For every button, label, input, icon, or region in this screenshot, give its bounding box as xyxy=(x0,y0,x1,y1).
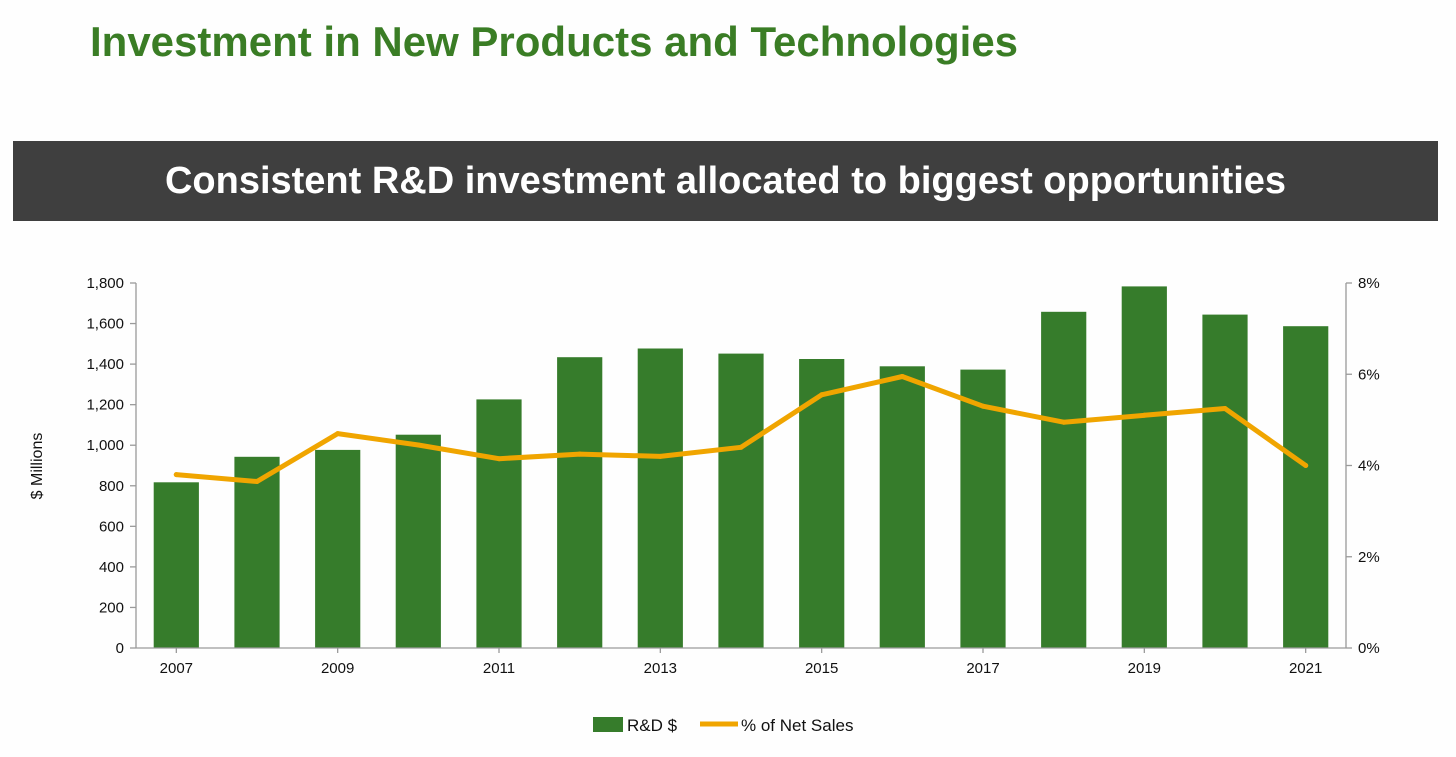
line-point-2014 xyxy=(738,444,744,450)
bar-2019 xyxy=(1121,286,1167,648)
x-tick-label: 2011 xyxy=(483,660,515,677)
line-point-2008 xyxy=(254,479,260,484)
line-point-2011 xyxy=(496,456,502,462)
x-tick-label: 2019 xyxy=(1128,660,1161,677)
bar-2011 xyxy=(476,399,522,648)
y2-tick-label: 4% xyxy=(1358,458,1380,475)
bars-group xyxy=(153,286,1329,648)
line-point-2010 xyxy=(415,442,421,448)
line-point-2020 xyxy=(1222,406,1228,411)
y-tick-label: 400 xyxy=(99,559,124,576)
line-point-2018 xyxy=(1061,419,1067,425)
line-point-2017 xyxy=(980,403,986,409)
y-axis-title: $ Millions xyxy=(29,433,46,500)
x-tick-label: 2013 xyxy=(644,660,677,677)
bar-2009 xyxy=(315,449,361,648)
banner-text: Consistent R&D investment allocated to b… xyxy=(164,159,1287,202)
bar-2008 xyxy=(234,456,280,648)
legend-label-pct: % of Net Sales xyxy=(741,716,853,735)
line-point-2016 xyxy=(899,374,905,379)
bar-2012 xyxy=(557,357,603,648)
bar-2013 xyxy=(637,348,683,648)
x-tick-label: 2017 xyxy=(966,660,999,677)
bar-2021 xyxy=(1283,326,1329,648)
y2-ticks-group: 0% 2% 4% 6% 8% xyxy=(1346,275,1380,657)
y-tick-label: 1,600 xyxy=(86,316,124,333)
y-tick-label: 1,200 xyxy=(86,397,124,414)
line-points xyxy=(173,374,1309,484)
y-tick-label: 1,800 xyxy=(86,275,124,292)
y2-tick-label: 6% xyxy=(1358,366,1380,383)
x-tick-label: 2015 xyxy=(805,660,838,677)
y2-tick-label: 0% xyxy=(1358,640,1380,657)
bar-2018 xyxy=(1041,311,1087,648)
y-tick-label: 800 xyxy=(99,478,124,495)
y-tick-label: 600 xyxy=(99,518,124,535)
subtitle-banner: Consistent R&D investment allocated to b… xyxy=(13,141,1438,221)
x-tick-label: 2007 xyxy=(160,660,193,677)
bar-2014 xyxy=(718,353,764,648)
y2-tick-label: 2% xyxy=(1358,549,1380,566)
line-point-2015 xyxy=(819,392,825,398)
line-point-2007 xyxy=(173,472,179,478)
legend-swatch-bar xyxy=(593,717,623,732)
line-point-2021 xyxy=(1303,463,1309,468)
y-ticks-group: 0 200 400 600 800 1,000 1,200 1,400 1,600 1,800 xyxy=(86,275,136,657)
line-point-2013 xyxy=(657,453,663,459)
x-ticks-group: 2007 2009 2011 2013 2015 2017 2019 2021 xyxy=(160,648,1322,677)
legend-label-rd: R&D $ xyxy=(627,716,678,735)
bar-2017 xyxy=(960,369,1006,648)
bar-2016 xyxy=(879,366,925,648)
y-tick-label: 1,400 xyxy=(86,356,124,373)
x-tick-label: 2021 xyxy=(1289,660,1322,677)
y2-tick-label: 8% xyxy=(1358,275,1380,292)
y-tick-label: 1,000 xyxy=(86,437,124,454)
page-title: Investment in New Products and Technolog… xyxy=(90,18,1019,65)
line-point-2009 xyxy=(335,431,341,437)
y-tick-label: 0 xyxy=(116,640,124,657)
y-tick-label: 200 xyxy=(99,599,124,616)
line-point-2019 xyxy=(1141,412,1147,418)
legend: R&D $ % of Net Sales xyxy=(593,716,853,735)
bar-2007 xyxy=(153,482,199,648)
bar-2010 xyxy=(395,434,441,648)
x-tick-label: 2009 xyxy=(321,660,354,677)
line-point-2012 xyxy=(577,451,583,457)
bar-2020 xyxy=(1202,314,1248,648)
